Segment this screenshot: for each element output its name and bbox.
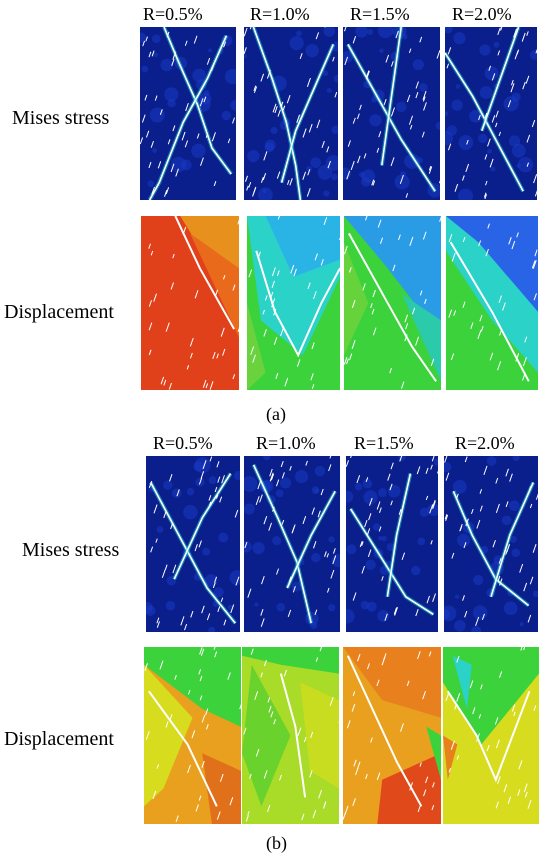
panel-b-stress-r15 — [346, 456, 438, 632]
panel-b-col-label-4: R=2.0% — [455, 433, 515, 453]
panel-a-stress-r20 — [445, 27, 537, 200]
panel-a-row-label-stress: Mises stress — [12, 107, 110, 129]
panel-a-row-label-displacement: Displacement — [4, 301, 114, 323]
panel-a-col-label-2: R=1.0% — [250, 4, 310, 24]
panel-b-displacement-r10 — [242, 647, 339, 824]
panel-b-row-label-displacement: Displacement — [4, 728, 114, 750]
panel-b-caption: (b) — [266, 833, 287, 853]
panel-a-displacement-r05 — [141, 216, 239, 390]
panel-a-stress-r15 — [343, 27, 440, 200]
panel-b-col-label-2: R=1.0% — [256, 433, 316, 453]
panel-a-displacement-r10 — [247, 216, 340, 390]
panel-b-displacement-r20 — [443, 647, 539, 824]
panel-b-col-label-1: R=0.5% — [153, 433, 213, 453]
panel-a-displacement-r20 — [446, 216, 538, 390]
panel-b-displacement-r15 — [343, 647, 441, 824]
panel-b-stress-r05 — [146, 456, 240, 632]
panel-b-displacement-r05 — [144, 647, 241, 824]
panel-a-caption: (a) — [266, 404, 286, 424]
panel-a-col-label-3: R=1.5% — [350, 4, 410, 24]
panel-a-stress-r05 — [140, 27, 236, 200]
panel-b-stress-r20 — [444, 456, 538, 632]
panel-b-row-label-stress: Mises stress — [22, 539, 120, 561]
panel-b-stress-r10 — [244, 456, 340, 632]
panel-a-col-label-4: R=2.0% — [452, 4, 512, 24]
panel-a-stress-r10 — [244, 27, 338, 200]
panel-a-col-label-1: R=0.5% — [143, 4, 203, 24]
panel-b-col-label-3: R=1.5% — [354, 433, 414, 453]
panel-a-displacement-r15 — [344, 216, 441, 390]
